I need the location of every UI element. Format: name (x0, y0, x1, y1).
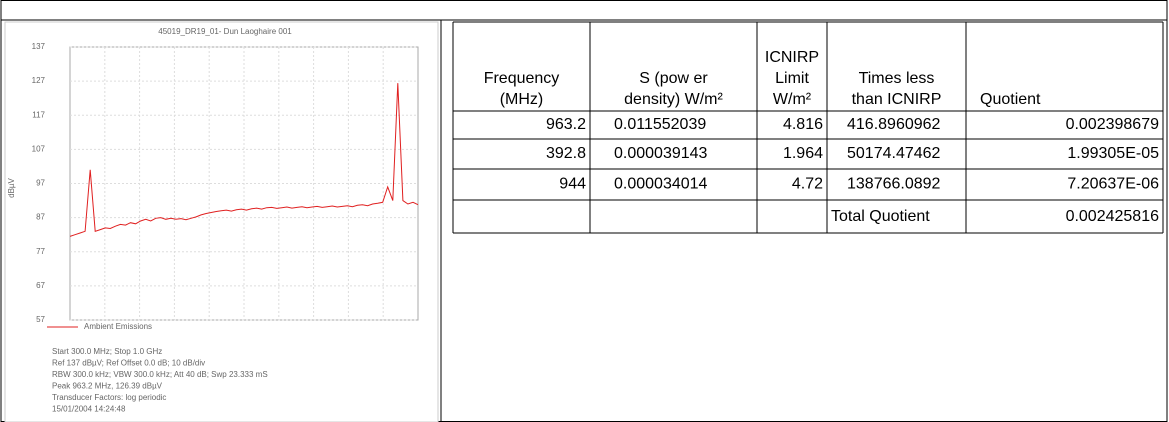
chart-image (4, 21, 439, 422)
y-tick-label: 117 (32, 110, 45, 119)
y-tick-label: 137 (32, 42, 46, 51)
y-tick-label: 127 (32, 76, 46, 85)
y-label: dBµV (7, 177, 16, 197)
cell: 50174.47462 (847, 145, 941, 162)
y-tick-label: 77 (36, 247, 45, 256)
y-tick-label: 87 (36, 213, 45, 222)
chart-title: 45019_DR19_01- Dun Laoghaire 001 (158, 27, 292, 36)
cell: 0.000039143 (614, 145, 708, 162)
header-cell: (MHz) (500, 91, 544, 108)
header-cell: Quotient (980, 91, 1041, 108)
note: Start 300.0 MHz; Stop 1.0 GHz (52, 347, 162, 356)
header-cell: Frequency (484, 70, 560, 87)
trace (69, 83, 419, 237)
cell: 0.011552039 (614, 116, 706, 133)
cell: 4.72 (792, 176, 823, 193)
cell: 4.816 (783, 116, 823, 133)
header-cell: than ICNIRP (852, 91, 942, 108)
cell: 0.000034014 (614, 176, 708, 193)
y-tick-label: 67 (36, 281, 45, 290)
cell: 138766.0892 (847, 176, 941, 193)
y-tick-label: 97 (36, 179, 45, 188)
cell: 416.8960962 (847, 116, 941, 133)
cell: 963.2 (546, 116, 586, 133)
y-tick-label: 107 (32, 144, 46, 153)
cell: 944 (559, 176, 586, 193)
header-cell: Times less (859, 70, 935, 87)
y-tick-label: 57 (36, 315, 45, 324)
legend-label: Ambient Emissions (84, 322, 152, 331)
note: 15/01/2004 14:24:48 (52, 405, 126, 414)
cell: 7.20637E-06 (1067, 176, 1159, 193)
header-cell: ICNIRP (765, 49, 819, 66)
cell: 392.8 (546, 145, 586, 162)
note: RBW 300.0 kHz; VBW 300.0 kHz; Att 40 dB;… (52, 370, 268, 379)
cell: 1.964 (783, 145, 823, 162)
header-cell: W/m² (773, 91, 812, 108)
note: Ref 137 dBµV; Ref Offset 0.0 dB; 10 dB/d… (52, 359, 205, 368)
header-cell: Limit (775, 70, 809, 87)
note: Transducer Factors: log periodic (52, 393, 166, 402)
header-cell: S (pow er (639, 70, 708, 87)
cell: 1.99305E-05 (1067, 145, 1159, 162)
total-label: Total Quotient (831, 208, 930, 225)
note: Peak 963.2 MHz, 126.39 dBµV (52, 382, 163, 391)
cell: 0.002398679 (1066, 116, 1160, 133)
header-cell: density) W/m² (624, 91, 723, 108)
total-value: 0.002425816 (1066, 208, 1160, 225)
